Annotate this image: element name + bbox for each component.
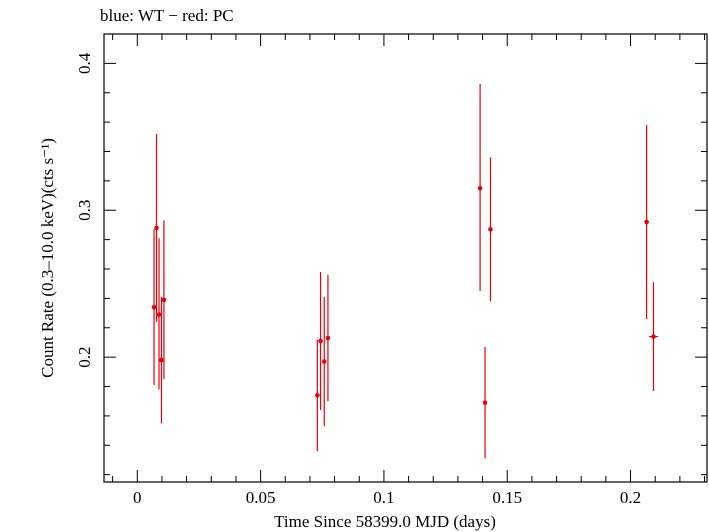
x-tick-label: 0.15 <box>492 488 522 507</box>
x-tick-label: 0 <box>133 488 142 507</box>
data-point <box>321 296 327 427</box>
x-tick-label: 0.05 <box>246 488 276 507</box>
x-axis-label: Time Since 58399.0 MJD (days) <box>274 512 496 531</box>
point-marker <box>651 334 656 339</box>
data-point <box>315 339 320 452</box>
data-point <box>159 296 164 424</box>
axes: 0 0.05 0.1 0.15 0.2 0.2 0.3 0.4 <box>75 33 707 507</box>
chart-header: blue: WT − red: PC <box>100 6 234 25</box>
point-marker <box>321 359 327 364</box>
data-point <box>325 274 331 402</box>
point-marker <box>315 393 320 398</box>
x-tick-label: 0.1 <box>373 488 394 507</box>
point-marker <box>161 297 167 303</box>
data-point <box>488 157 493 302</box>
point-marker <box>151 304 157 310</box>
data-point <box>161 220 167 380</box>
point-marker <box>154 225 159 231</box>
data-point <box>154 133 159 322</box>
data-point <box>151 229 157 386</box>
y-tick-label: 0.3 <box>75 200 94 221</box>
point-marker <box>488 227 493 232</box>
y-axis-label: Count Rate (0.3–10.0 keV)(cts s⁻¹) <box>38 138 57 378</box>
point-marker <box>477 185 483 191</box>
point-marker <box>159 357 164 363</box>
data-point <box>482 346 488 459</box>
y-tick-label: 0.2 <box>75 347 94 368</box>
y-tick-label: 0.4 <box>75 52 94 74</box>
plot-frame <box>103 33 708 483</box>
point-marker <box>325 335 331 341</box>
point-marker <box>156 312 162 317</box>
point-marker <box>644 219 649 225</box>
point-marker <box>318 338 323 344</box>
data-point <box>156 238 162 390</box>
data-points <box>151 83 658 459</box>
point-marker <box>482 400 488 405</box>
data-point <box>644 125 649 319</box>
data-point <box>477 83 483 292</box>
x-tick-label: 0.2 <box>620 488 641 507</box>
data-point <box>649 282 658 391</box>
data-point <box>318 271 323 411</box>
